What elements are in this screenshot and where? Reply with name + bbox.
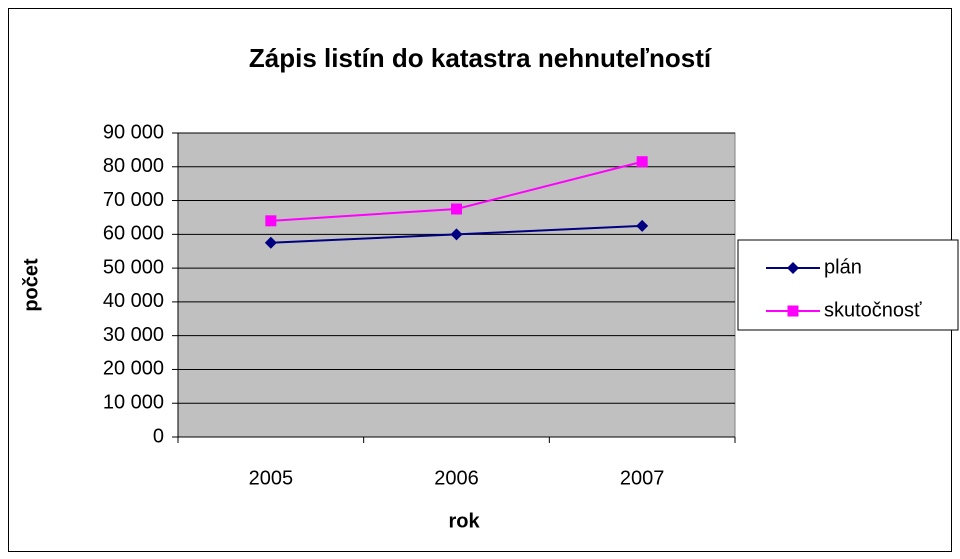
x-tick-label: 2006 [434, 467, 479, 489]
y-tick-label: 80 000 [103, 155, 164, 177]
legend-marker [787, 305, 799, 317]
marker [451, 203, 462, 215]
y-axis-title: počet [20, 258, 42, 312]
x-axis-title: rok [448, 510, 480, 532]
y-tick-label: 0 [153, 425, 164, 447]
legend-label: plán [824, 256, 862, 278]
marker [265, 215, 277, 227]
y-tick-label: 50 000 [103, 256, 164, 278]
y-tick-label: 30 000 [103, 324, 164, 346]
marker [450, 228, 463, 241]
x-tick-label: 2005 [249, 467, 294, 489]
marker [636, 156, 648, 168]
legend [737, 239, 959, 331]
chart-title: Zápis listín do katastra nehnuteľností [249, 43, 712, 73]
y-tick-label: 60 000 [103, 223, 164, 245]
y-tick-label: 40 000 [103, 290, 164, 312]
legend-marker [787, 262, 799, 274]
y-tick-label: 20 000 [103, 358, 164, 380]
x-tick-label: 2007 [620, 467, 665, 489]
marker [636, 219, 649, 232]
y-tick-label: 70 000 [103, 189, 164, 211]
y-tick-label: 10 000 [103, 392, 164, 414]
plot-area [177, 132, 736, 438]
marker [264, 236, 277, 249]
legend-label: skutočnosť [824, 299, 922, 321]
y-tick-label: 90 000 [103, 121, 164, 143]
